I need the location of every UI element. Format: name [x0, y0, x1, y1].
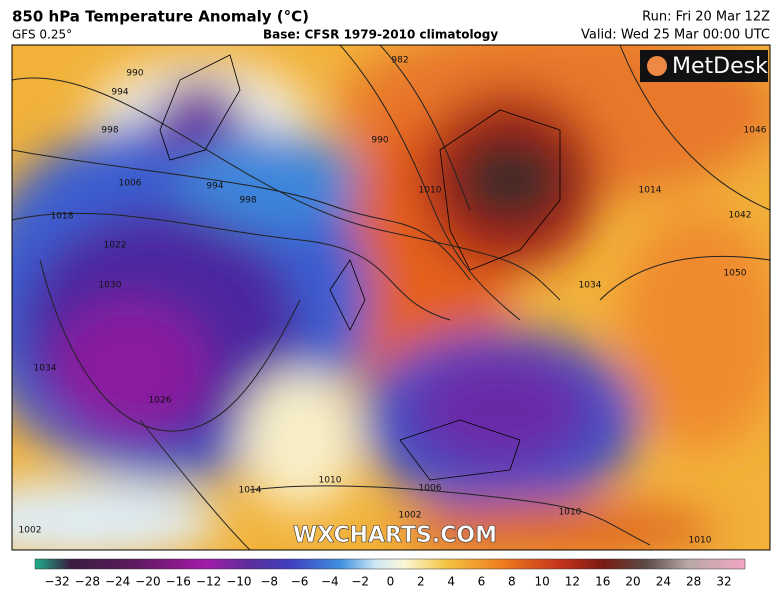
isobar-label: 1030	[99, 281, 122, 291]
colorbar-label: 20	[625, 575, 640, 589]
colorbar-label: 4	[447, 575, 455, 589]
isobar-label: 1046	[744, 126, 767, 136]
colorbar-label: −8	[260, 575, 278, 589]
map-border	[11, 44, 771, 551]
colorbar	[34, 558, 746, 570]
isobar-label: 998	[239, 196, 256, 206]
isobar-label: 1010	[689, 536, 712, 546]
colorbar-label: 10	[534, 575, 549, 589]
isobar-label: 1042	[729, 211, 752, 221]
isobar-label: 1034	[34, 364, 57, 374]
isobar-label: 1010	[319, 476, 342, 486]
colorbar-label: 8	[508, 575, 516, 589]
colorbar-label: −6	[291, 575, 309, 589]
run: Run: Fri 20 Mar 12Z	[642, 10, 770, 25]
isobar-label: 1006	[119, 179, 142, 189]
logo: MetDesk	[672, 54, 768, 79]
colorbar-label: 2	[417, 575, 425, 589]
isobar-label: 982	[391, 56, 408, 66]
isobar-label: 990	[371, 136, 388, 146]
isobar-label: 1022	[104, 241, 127, 251]
isobar-label: 1018	[51, 212, 74, 222]
colorbar-label: 0	[387, 575, 395, 589]
colorbar-label: −4	[321, 575, 339, 589]
isobar-label: 1010	[419, 186, 442, 196]
isobar-label: 1006	[419, 484, 442, 494]
coastlines	[159, 54, 561, 481]
colorbar-label: −16	[166, 575, 191, 589]
colorbar-label: −24	[105, 575, 130, 589]
isobar-label: 994	[111, 88, 128, 98]
base: Base: CFSR 1979-2010 climatology	[263, 28, 498, 42]
colorbar-label: 32	[716, 575, 731, 589]
valid: Valid: Wed 25 Mar 00:00 UTC	[581, 28, 770, 43]
colorbar-label: 6	[478, 575, 486, 589]
colorbar-label: 16	[595, 575, 610, 589]
isobar-label: 1026	[149, 396, 172, 406]
isobars	[12, 45, 770, 550]
title: 850 hPa Temperature Anomaly (°C)	[12, 8, 309, 26]
isobar-label: 998	[101, 126, 118, 136]
colorbar-label: −2	[351, 575, 369, 589]
isobar-label: 1002	[399, 511, 422, 521]
model: GFS 0.25°	[12, 28, 72, 42]
isobar-label: 1010	[559, 508, 582, 518]
colorbar-label: −28	[75, 575, 100, 589]
map	[12, 45, 770, 550]
isobar-label: 1014	[239, 486, 262, 496]
isobar-label: 1002	[19, 526, 42, 536]
colorbar-label: −12	[196, 575, 221, 589]
isobar-label: 1034	[579, 281, 602, 291]
watermark: WXCHARTS.COM	[293, 523, 497, 548]
isobar-label: 994	[206, 182, 223, 192]
colorbar-label: −10	[226, 575, 251, 589]
colorbar-label: 24	[656, 575, 671, 589]
colorbar-label: −20	[135, 575, 160, 589]
isobar-label: 1014	[639, 186, 662, 196]
logo-icon	[647, 56, 667, 76]
isobar-label: 1050	[724, 269, 747, 279]
isobar-label: 990	[126, 69, 143, 79]
colorbar-label: 28	[686, 575, 701, 589]
colorbar-label: −32	[44, 575, 69, 589]
colorbar-label: 12	[565, 575, 580, 589]
